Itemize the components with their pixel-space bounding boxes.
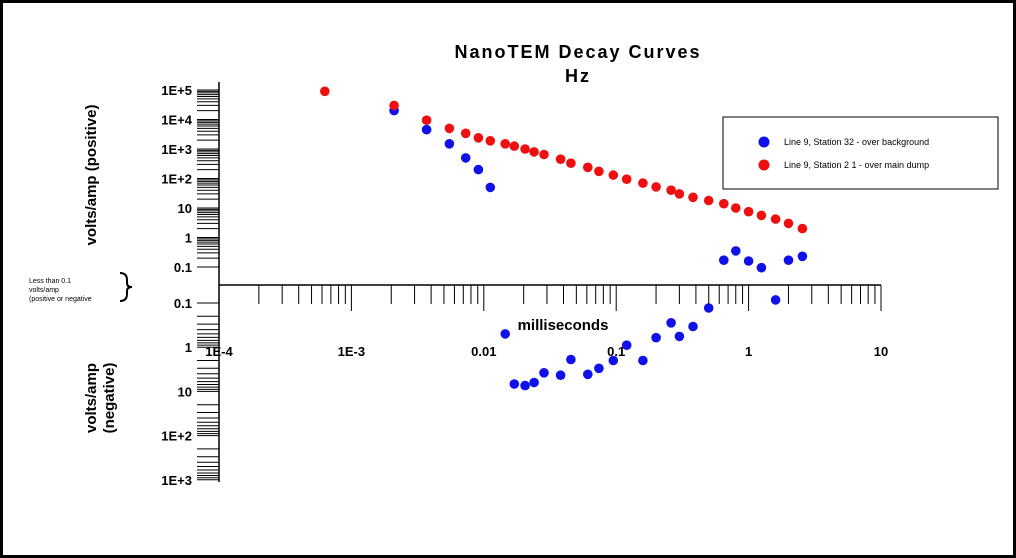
point-station-21 [460,128,471,139]
point-station-21 [770,214,781,224]
point-station-32 [421,124,432,135]
near-zero-note-line: Less than 0.1 [29,278,71,285]
x-axis-label: milliseconds [518,317,609,334]
y-tick-label-positive: 1E+4 [161,113,192,128]
point-station-32 [638,355,648,366]
axes-layer: 1E+5 1E+4 1E+3 1E+2 10 1 0.1 0.1 1 10 1E+2 1E+3 1E-4… [161,82,888,488]
y-tick-label-negative: 1 [185,340,192,355]
point-station-32 [783,255,794,265]
point-station-32 [500,329,511,339]
point-station-32 [566,354,576,365]
point-station-21 [674,189,685,199]
point-station-32 [756,262,767,273]
x-tick-label: 1 [745,344,752,359]
x-tick-label: 10 [874,344,888,359]
point-station-32 [770,295,781,305]
point-station-32 [529,377,539,388]
point-station-21 [520,144,530,154]
point-station-32 [651,332,661,343]
point-station-21 [666,185,676,195]
legend-label: Line 9, Station 2 1 - over main dump [784,160,929,170]
y-tick-label-positive: 0.1 [174,260,192,275]
point-station-21 [500,139,511,149]
point-station-21 [529,147,539,157]
near-zero-note-line: (positive or negative [29,296,92,303]
point-station-32 [674,331,685,342]
point-station-32 [444,139,455,149]
point-station-21 [621,174,632,184]
point-station-21 [783,218,794,229]
point-station-32 [509,379,520,389]
x-tick-label: 0.1 [607,344,625,359]
point-station-32 [460,153,471,163]
point-station-21 [688,192,698,203]
point-station-21 [539,149,549,160]
y-tick-label-negative: 10 [178,384,192,399]
point-station-32 [666,318,676,328]
point-station-21 [509,141,520,151]
point-station-21 [566,158,576,168]
y-tick-label-negative: 1E+2 [161,429,192,444]
point-station-21 [608,170,619,180]
y-tick-label-positive: 1E+2 [161,172,192,187]
point-station-21 [473,133,484,143]
point-station-32 [621,340,632,351]
y-tick-label-negative: 0.1 [174,296,192,311]
point-station-21 [731,203,741,213]
point-station-21 [594,166,604,177]
point-station-32 [583,369,593,380]
legend: Line 9, Station 32 - over background Line… [722,116,999,190]
point-station-21 [389,100,399,111]
near-zero-note: Less than 0.1 volts/amp (positive or negat… [29,272,133,303]
chart-subtitle: Hz [565,66,591,86]
point-station-21 [555,154,566,164]
point-station-21 [756,210,767,221]
point-station-21 [719,198,729,209]
point-station-32 [688,321,698,332]
x-tick-label: 0.01 [471,344,496,359]
point-station-21 [743,206,754,217]
point-station-32 [797,251,808,262]
point-station-32 [608,355,619,366]
point-station-32 [520,380,530,391]
point-station-21 [797,223,808,234]
point-station-21 [421,115,432,125]
y-tick-label-negative: 1E+3 [161,473,192,488]
point-station-32 [731,246,741,256]
legend-marker [758,136,770,148]
y-tick-label-positive: 10 [178,201,192,216]
point-station-21 [320,86,330,97]
point-station-21 [583,162,593,173]
point-station-32 [719,255,729,265]
y-axis-label-negative-line1: volts/amp [83,363,100,433]
y-axis-label-positive: volts/amp (positive) [83,105,100,246]
x-tick-label: 1E-3 [338,344,365,359]
point-station-32 [703,303,714,313]
points-layer [320,86,808,391]
point-station-21 [444,123,455,134]
legend-box [722,116,999,190]
y-tick-label-positive: 1 [185,231,192,246]
point-station-21 [703,195,714,206]
point-station-21 [485,136,496,146]
y-tick-label-positive: 1E+5 [161,83,192,98]
legend-marker [758,159,770,171]
y-axis-label-negative-line2: (negative) [101,363,118,434]
point-station-21 [651,182,661,192]
point-station-32 [485,182,496,193]
chart-title: NanoTEM Decay Curves [454,42,701,62]
near-zero-brace [119,272,133,302]
legend-label: Line 9, Station 32 - over background [784,137,929,147]
near-zero-note-line: volts/amp [29,287,59,294]
x-tick-label: 1E-4 [205,344,233,359]
point-station-21 [638,178,648,188]
point-station-32 [539,368,549,378]
point-station-32 [594,363,604,374]
y-tick-label-positive: 1E+3 [161,142,192,157]
point-station-32 [743,256,754,266]
point-station-32 [555,370,566,381]
point-station-32 [473,164,484,175]
